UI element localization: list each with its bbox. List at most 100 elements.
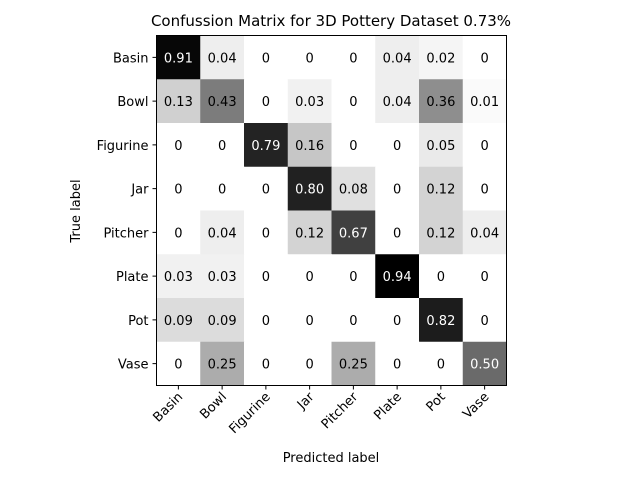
heatmap-cell: [244, 35, 289, 80]
cell-value-label: 0.82: [426, 314, 455, 329]
y-axis-label: True label: [69, 179, 84, 243]
cell-value-label: 0: [349, 95, 357, 110]
heatmap-cell: [200, 298, 245, 343]
heatmap-cell: [375, 341, 420, 386]
heatmap-cell: [375, 79, 420, 124]
y-tick-label: Plate: [116, 270, 149, 285]
heatmap-cell: [287, 341, 332, 386]
cell-value-label: 0: [262, 51, 270, 66]
heatmap-cell: [331, 166, 376, 211]
heatmap-cell: [244, 210, 289, 255]
cell-value-label: 0: [393, 358, 401, 373]
cell-value-label: 0: [174, 358, 182, 373]
heatmap-cell: [375, 166, 420, 211]
cell-value-label: 0: [480, 51, 488, 66]
cell-value-label: 0.03: [208, 270, 237, 285]
cell-value-label: 0.09: [164, 314, 193, 329]
cell-value-label: 0.25: [208, 358, 237, 373]
cell-value-label: 0.08: [339, 183, 368, 198]
heatmap-cell: [375, 298, 420, 343]
heatmap-cell: [156, 341, 201, 386]
heatmap-cell: [244, 79, 289, 124]
heatmap-cell: [419, 341, 464, 386]
cell-value-label: 0.04: [383, 95, 412, 110]
cell-value-label: 0.04: [470, 226, 499, 241]
cell-value-label: 0.12: [426, 226, 455, 241]
heatmap-cell: [156, 123, 201, 168]
cell-value-label: 0.05: [426, 139, 455, 154]
cell-value-label: 0.67: [339, 226, 368, 241]
chart-title: Confussion Matrix for 3D Pottery Dataset…: [151, 12, 511, 30]
cell-value-label: 0: [480, 139, 488, 154]
heatmap-cell: [156, 210, 201, 255]
heatmap-cell: [287, 123, 332, 168]
heatmap-cell: [200, 166, 245, 211]
heatmap-cell: [331, 79, 376, 124]
heatmap-cell: [331, 254, 376, 299]
y-axis-ticks: Basin Bowl Figurine Jar Pitcher Plate Pot Vase: [97, 51, 157, 373]
cell-value-label: 0.03: [164, 270, 193, 285]
cell-value-label: 0.02: [426, 51, 455, 66]
heatmap-cell: [331, 298, 376, 343]
heatmap-cell: [375, 254, 420, 299]
heatmap-cell: [244, 254, 289, 299]
heatmap-cell: [287, 210, 332, 255]
heatmap-cell: [462, 79, 507, 124]
heatmap-cell: [156, 35, 201, 80]
heatmap-cell: [200, 341, 245, 386]
cell-value-label: 0: [305, 51, 313, 66]
cell-value-label: 0.43: [208, 95, 237, 110]
cell-value-label: 0: [218, 139, 226, 154]
cell-value-label: 0.12: [295, 226, 324, 241]
cell-value-label: 0.36: [426, 95, 455, 110]
heatmap-cell: [462, 166, 507, 211]
cell-value-label: 0: [349, 314, 357, 329]
cell-value-label: 0.01: [470, 95, 499, 110]
heatmap-cell: [462, 341, 507, 386]
cell-value-label: 0.09: [208, 314, 237, 329]
heatmap-cell: [200, 254, 245, 299]
y-tick-label: Pot: [128, 314, 148, 329]
cell-value-label: 0.79: [251, 139, 280, 154]
heatmap-cell: [200, 210, 245, 255]
cell-value-label: 0: [262, 183, 270, 198]
heatmap-cell: [375, 35, 420, 80]
cell-value-label: 0: [393, 226, 401, 241]
cell-value-label: 0: [349, 139, 357, 154]
heatmap-cell: [419, 79, 464, 124]
cell-value-label: 0.13: [164, 95, 193, 110]
heatmap-cell-labels: 0.91 0.04 0 0 0 0.04 0.02 0 0.13 0.43 0 0.03 0 0.04 0.…: [164, 51, 499, 372]
y-tick-label: Pitcher: [104, 226, 150, 241]
cell-value-label: 0: [349, 270, 357, 285]
cell-value-label: 0: [480, 183, 488, 198]
heatmap-cell: [287, 166, 332, 211]
heatmap-cell: [244, 123, 289, 168]
heatmap-cell: [419, 123, 464, 168]
heatmap-cell: [287, 298, 332, 343]
heatmap-cell: [419, 166, 464, 211]
heatmap-cell: [419, 35, 464, 80]
heatmap-cell: [419, 298, 464, 343]
heatmap-cell: [287, 254, 332, 299]
heatmap-cell: [156, 254, 201, 299]
heatmap-cell: [375, 123, 420, 168]
heatmap-cell: [331, 123, 376, 168]
heatmap-cell: [244, 341, 289, 386]
cell-value-label: 0.12: [426, 183, 455, 198]
cell-value-label: 0: [393, 183, 401, 198]
cell-value-label: 0: [174, 139, 182, 154]
heatmap-cell: [462, 35, 507, 80]
cell-value-label: 0: [437, 270, 445, 285]
y-tick-label: Figurine: [97, 139, 149, 154]
cell-value-label: 0.25: [339, 358, 368, 373]
y-tick-label: Jar: [130, 183, 149, 198]
x-axis-label: Predicted label: [283, 451, 380, 466]
heatmap-cell: [419, 210, 464, 255]
heatmap-cell: [375, 210, 420, 255]
y-tick-label: Bowl: [117, 95, 148, 110]
heatmap-cell: [200, 79, 245, 124]
cell-value-label: 0: [393, 314, 401, 329]
heatmap-cell: [462, 210, 507, 255]
cell-value-label: 0.94: [383, 270, 412, 285]
